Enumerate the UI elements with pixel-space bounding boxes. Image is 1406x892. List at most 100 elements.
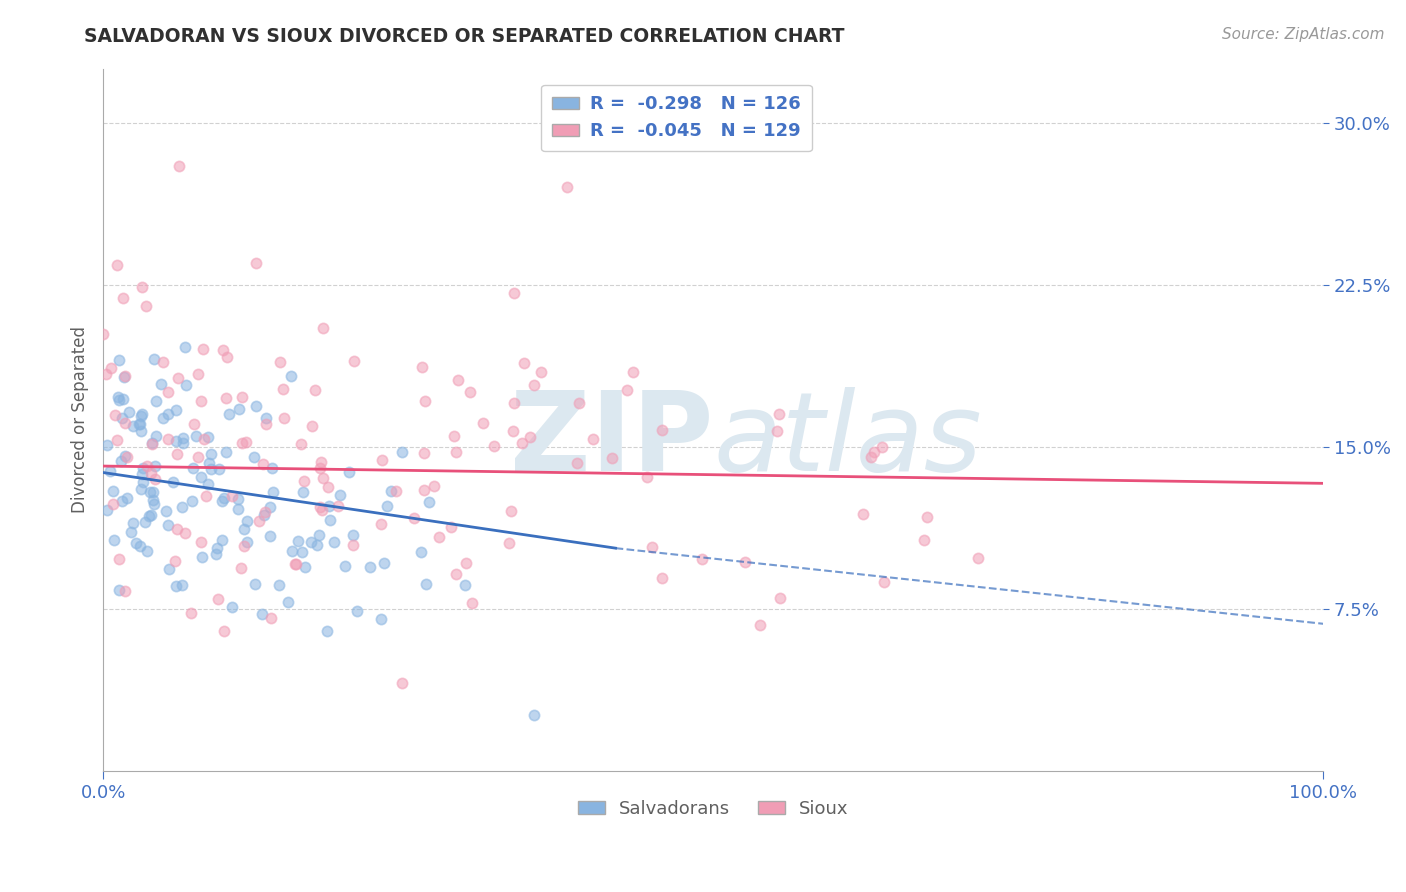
Point xyxy=(166,522,188,536)
Text: Source: ZipAtlas.com: Source: ZipAtlas.com xyxy=(1222,27,1385,42)
Point xyxy=(165,434,187,449)
Point xyxy=(100,360,122,375)
Point xyxy=(131,482,153,496)
Point xyxy=(173,341,195,355)
Point xyxy=(342,537,364,551)
Point xyxy=(412,483,434,497)
Point xyxy=(503,396,526,410)
Point xyxy=(346,604,368,618)
Point xyxy=(458,384,481,399)
Point xyxy=(267,578,290,592)
Point xyxy=(287,534,309,549)
Point xyxy=(114,416,136,430)
Point xyxy=(190,470,212,484)
Point xyxy=(235,435,257,450)
Point xyxy=(259,529,281,543)
Text: atlas: atlas xyxy=(713,387,981,494)
Point xyxy=(254,505,277,519)
Point xyxy=(162,475,184,489)
Point xyxy=(215,391,238,405)
Point xyxy=(519,430,541,444)
Point xyxy=(312,320,335,334)
Point xyxy=(252,458,274,472)
Point xyxy=(111,392,134,406)
Point xyxy=(304,384,326,398)
Point xyxy=(181,461,204,475)
Point xyxy=(100,464,122,478)
Point xyxy=(311,455,333,469)
Point xyxy=(502,425,524,439)
Point xyxy=(200,447,222,461)
Point xyxy=(555,180,578,194)
Point xyxy=(277,594,299,608)
Point xyxy=(333,558,356,573)
Point xyxy=(187,367,209,381)
Point xyxy=(373,556,395,570)
Point xyxy=(155,504,177,518)
Point xyxy=(391,676,413,690)
Point xyxy=(142,493,165,508)
Point xyxy=(166,447,188,461)
Point xyxy=(568,396,591,410)
Point xyxy=(214,624,236,639)
Point xyxy=(444,566,467,581)
Point xyxy=(212,343,235,358)
Point xyxy=(328,488,350,502)
Point xyxy=(129,424,152,438)
Point xyxy=(226,491,249,506)
Point xyxy=(582,432,605,446)
Point xyxy=(616,384,638,398)
Point xyxy=(461,596,484,610)
Point xyxy=(143,497,166,511)
Point xyxy=(141,485,163,500)
Point xyxy=(215,445,238,459)
Point xyxy=(131,408,153,422)
Point xyxy=(370,516,392,531)
Point xyxy=(136,458,159,473)
Point xyxy=(143,472,166,486)
Point xyxy=(418,495,440,509)
Point xyxy=(128,417,150,432)
Point xyxy=(749,618,772,632)
Point xyxy=(769,591,792,605)
Point xyxy=(305,538,328,552)
Point xyxy=(96,438,118,452)
Point xyxy=(121,419,143,434)
Point xyxy=(269,354,291,368)
Point xyxy=(218,408,240,422)
Point xyxy=(411,360,433,375)
Point xyxy=(311,471,333,485)
Point xyxy=(651,423,673,437)
Point xyxy=(134,515,156,529)
Point xyxy=(510,435,533,450)
Point xyxy=(131,409,153,424)
Point xyxy=(215,351,238,365)
Point xyxy=(231,436,253,450)
Text: SALVADORAN VS SIOUX DIVORCED OR SEPARATED CORRELATION CHART: SALVADORAN VS SIOUX DIVORCED OR SEPARATE… xyxy=(84,27,845,45)
Point xyxy=(114,368,136,383)
Point xyxy=(114,584,136,599)
Point xyxy=(181,494,204,508)
Point xyxy=(139,466,162,480)
Point xyxy=(273,411,295,425)
Point xyxy=(391,445,413,459)
Point xyxy=(280,368,302,383)
Point xyxy=(231,390,253,404)
Point xyxy=(337,465,360,479)
Point xyxy=(226,501,249,516)
Point xyxy=(256,417,278,431)
Point xyxy=(236,515,259,529)
Point xyxy=(165,402,187,417)
Point xyxy=(308,528,330,542)
Point xyxy=(129,417,152,432)
Point xyxy=(343,354,366,368)
Point xyxy=(114,449,136,463)
Point xyxy=(342,528,364,542)
Point xyxy=(404,511,426,525)
Point xyxy=(236,535,259,549)
Point xyxy=(131,475,153,490)
Point xyxy=(443,429,465,443)
Point xyxy=(444,445,467,459)
Point xyxy=(183,417,205,431)
Point xyxy=(108,393,131,408)
